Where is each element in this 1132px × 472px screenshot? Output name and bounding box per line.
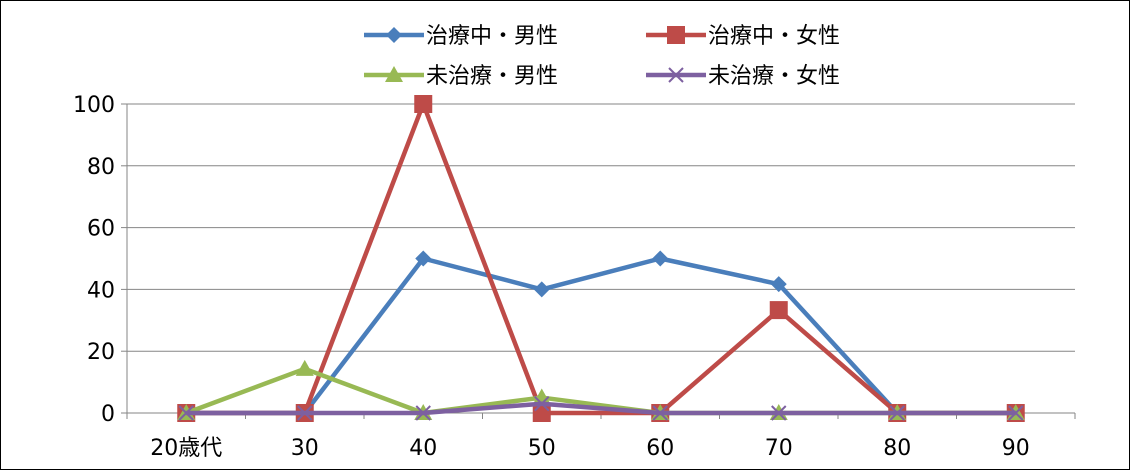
data-point [769, 301, 788, 320]
series-line [186, 256, 1016, 416]
legend-entry: 治療中・女性 [646, 24, 840, 49]
series-layer [177, 95, 1025, 422]
legend-entry: 治療中・男性 [364, 24, 558, 49]
y-tick-label: 20 [87, 340, 115, 365]
x-tick-label: 40 [409, 436, 437, 461]
data-point [771, 405, 787, 421]
x-tick-label: 50 [528, 436, 556, 461]
y-tick-label: 40 [87, 278, 115, 303]
data-point [415, 250, 432, 267]
legend-label: 未治療・女性 [708, 64, 840, 89]
y-tick-label: 80 [87, 155, 115, 180]
data-point [770, 276, 787, 293]
data-point [652, 250, 669, 267]
x-tick-label: 20歳代 [150, 436, 222, 461]
y-tick-label: 100 [73, 93, 115, 118]
data-point [889, 405, 905, 421]
data-point [415, 405, 431, 421]
series-line [186, 401, 1016, 416]
x-tick-label: 30 [291, 436, 319, 461]
x-tick-label: 80 [883, 436, 911, 461]
x-tick-label: 90 [1002, 436, 1030, 461]
data-point [533, 281, 550, 298]
x-tick-label: 70 [765, 436, 793, 461]
legend-entry: 未治療・男性 [364, 64, 558, 89]
data-point [534, 396, 550, 412]
series-1 [178, 250, 1024, 421]
data-point [297, 405, 313, 421]
legend-entry: 未治療・女性 [646, 64, 840, 89]
y-tick-label: 60 [87, 217, 115, 242]
data-point [178, 405, 194, 421]
data-point [652, 405, 668, 421]
data-point [1008, 405, 1024, 421]
legend-label: 治療中・女性 [708, 24, 840, 49]
legend-label: 治療中・男性 [426, 24, 558, 49]
y-tick-label: 0 [101, 402, 115, 427]
series-line [186, 101, 1016, 416]
grid-lines [127, 103, 1075, 352]
legend-marker [386, 27, 402, 43]
data-point [532, 404, 551, 422]
x-tick-label: 60 [646, 436, 674, 461]
legend-marker [667, 26, 685, 44]
data-point [295, 359, 314, 376]
data-point [414, 95, 433, 113]
legend-label: 未治療・男性 [426, 64, 558, 89]
series-4 [178, 396, 1024, 421]
legend-marker [385, 66, 403, 82]
legend-marker [668, 67, 684, 83]
